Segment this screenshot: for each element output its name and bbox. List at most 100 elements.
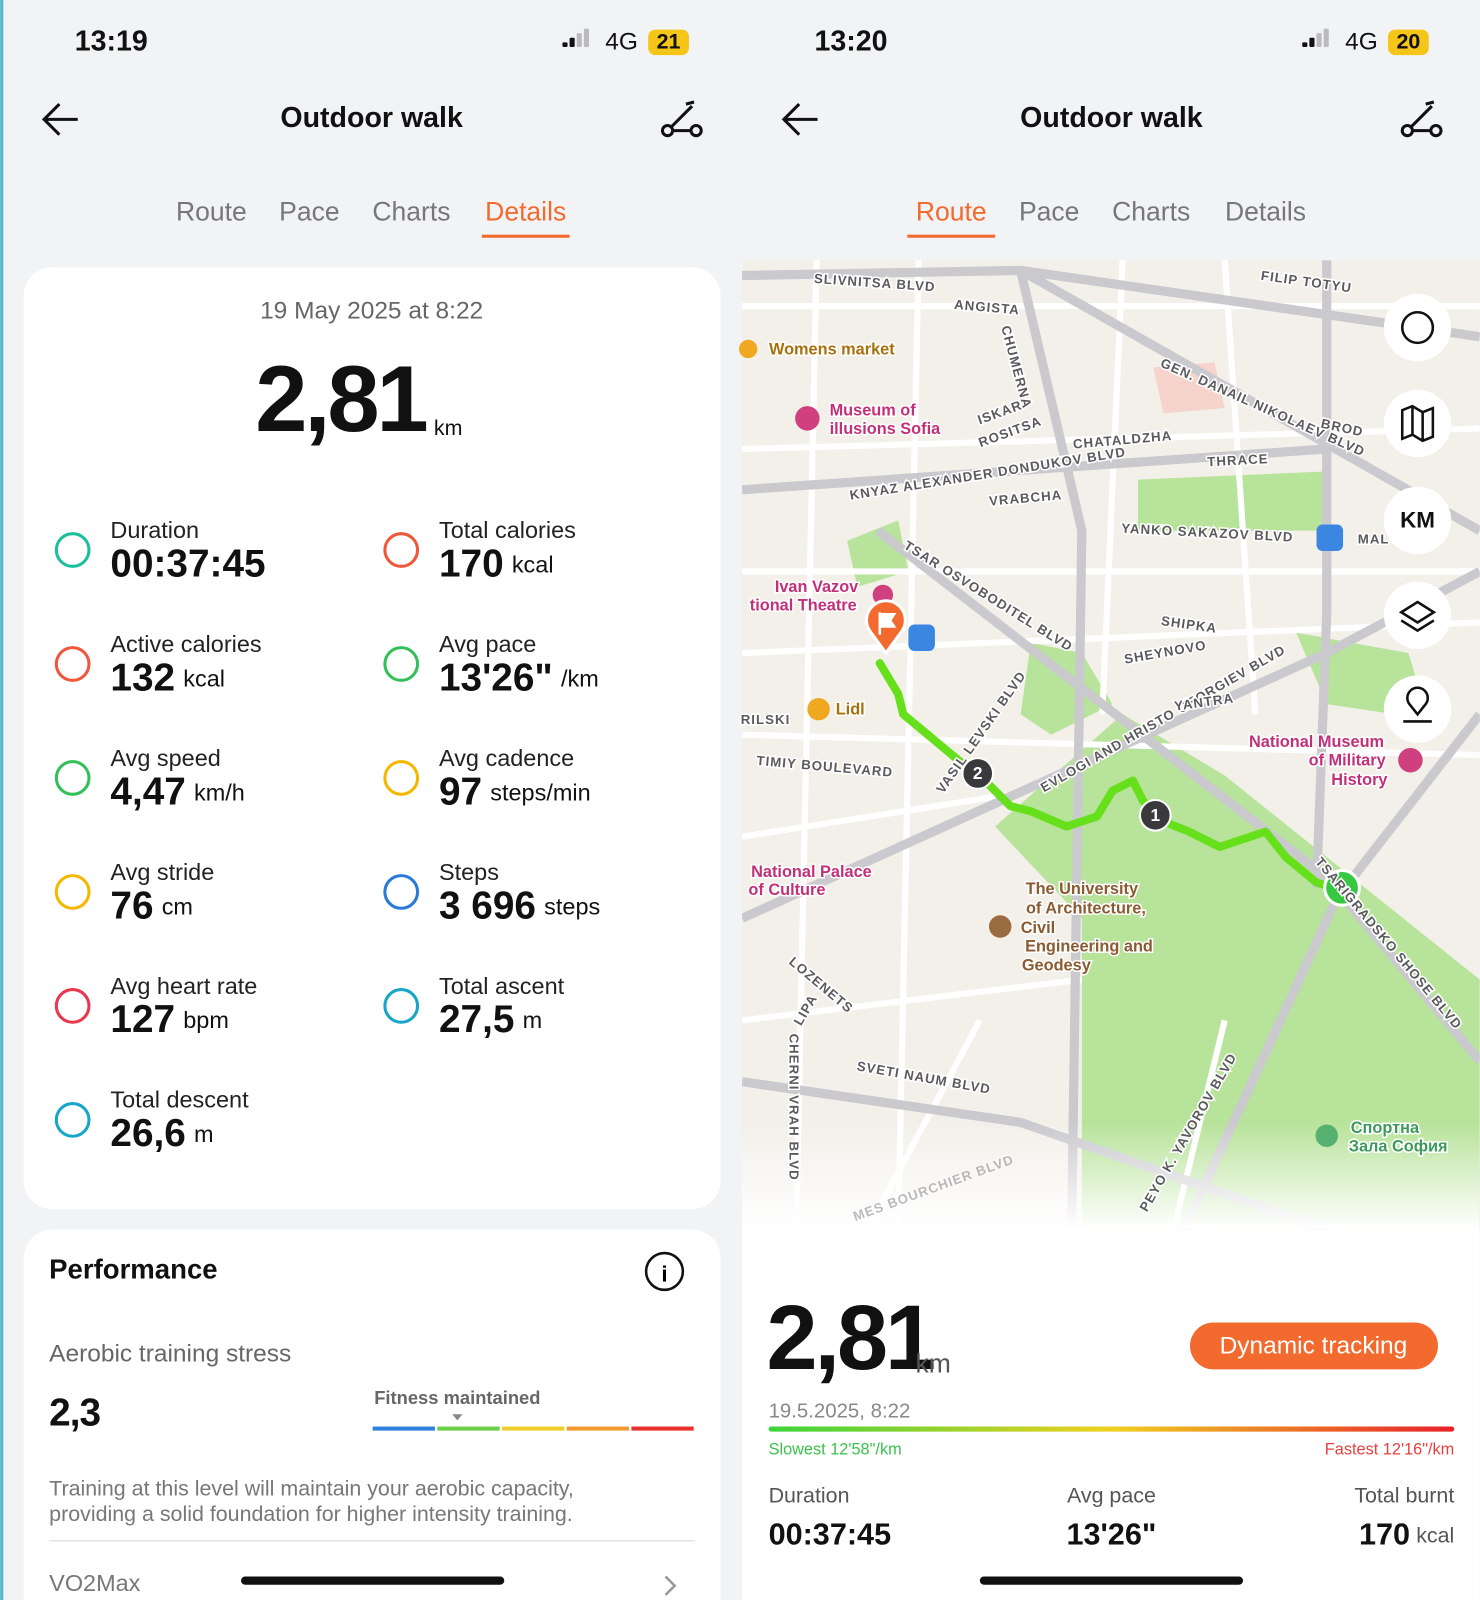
tab[interactable]: Charts [372,196,450,226]
map-label: RILSKI [741,712,791,727]
signal-bar [576,33,582,47]
map-label: National Museum [1249,733,1384,751]
stress-scale [566,1426,629,1431]
map-label: Museum of [830,402,917,420]
metric-label: Avg speed [110,745,220,771]
metric-label: Avg pace [439,631,536,657]
stat-number: 00:37:45 [769,1518,892,1552]
battery-level: 21 [657,30,681,54]
dynamic-tracking: Dynamic tracking [1220,1332,1408,1359]
unit-button[interactable] [1383,486,1452,555]
map-label: of Culture [748,881,825,899]
stat-value: 170 kcal [1359,1518,1454,1552]
fastest-pace: Fastest 12'16"/km [1325,1440,1455,1458]
tab[interactable]: Pace [279,196,339,226]
info-icon: i [661,1261,667,1286]
chevron [664,1575,677,1596]
metric-value: 3 696 steps [439,884,600,927]
metric-value: 127 bpm [110,998,228,1041]
signal-bar [1323,28,1329,47]
metric-unit: kcal [512,552,554,578]
back-button[interactable] [41,102,78,136]
map-label: Зала София [1349,1137,1448,1155]
metric-label: Avg cadence [439,745,574,771]
map-label: History [1331,771,1387,789]
metric-number: 76 [110,884,153,927]
metric-icon [54,646,91,682]
metric-number: 26,6 [110,1112,185,1155]
layers-button[interactable] [1383,581,1452,649]
unit-control: KM [1400,507,1435,532]
metric-value: 4,47 km/h [110,771,244,814]
status-pointer [452,1414,463,1421]
signal-bar [1316,33,1322,47]
tab[interactable]: Details [485,196,566,226]
metric-icon [54,874,91,910]
metric-value: 97 steps/min [439,771,591,814]
map-label: tional Theatre [750,596,857,614]
metric-number: 27,5 [439,998,514,1041]
info-button[interactable] [644,1251,685,1292]
metric-number: 4,47 [110,771,185,814]
metric-label: Total descent [110,1087,249,1113]
stress-scale [502,1426,565,1431]
tab[interactable]: Route [176,196,247,226]
metric-label: Total calories [439,517,576,543]
metric-unit: cm [162,893,193,919]
map-label: CHERNI VRAH BLVD [787,1034,802,1181]
dynamic-tracking-button[interactable] [1190,1322,1438,1370]
stat-value: 00:37:45 [769,1518,892,1552]
tab[interactable]: Details [1225,196,1306,226]
route-line [875,659,1347,894]
battery [648,29,689,56]
map-controls [1383,293,1452,743]
metric-value: 27,5 m [439,998,542,1041]
map-label: ANGISTA [954,297,1021,318]
metric-icon [383,760,420,796]
stat-label: Duration [769,1484,850,1508]
shop-icon [738,339,758,359]
transit-icon [908,624,935,652]
metric-label: Steps [439,859,499,885]
pin-button[interactable] [1383,675,1452,743]
metric-number: 132 [110,657,175,700]
status-network: 4G [605,28,638,55]
museum-icon [795,406,820,431]
metric-number: 170 [439,543,504,586]
distance-unit: km [434,416,463,440]
stress-scale [372,1426,435,1431]
metric-unit: m [194,1121,214,1147]
metric-unit: km/h [194,779,245,805]
stat-number: 13'26" [1066,1518,1156,1552]
map-type-button[interactable] [1383,389,1452,458]
distance-value: 2,81 [767,1287,934,1389]
tab[interactable]: Charts [1112,196,1190,226]
route-button[interactable] [660,100,703,138]
locate-button[interactable] [1383,293,1452,362]
status-network: 4G [1345,28,1378,55]
workout-date: 19 May 2025 at 8:22 [260,298,483,325]
tab[interactable]: Pace [1019,196,1079,226]
flag [878,612,897,635]
metric-unit: kcal [183,666,225,692]
metric-value: 132 kcal [110,657,225,700]
metric-unit: /km [561,666,599,692]
metric-icon [383,874,420,910]
layers-icon [1398,600,1437,633]
map-fade [742,1122,1480,1230]
tab[interactable]: Route [916,196,987,226]
signal-bar [569,37,575,47]
stress-scale [631,1426,694,1431]
stress-scale [437,1426,500,1431]
edge [0,0,4,1600]
metric-label: Total ascent [439,973,565,999]
signal-bar [1309,37,1315,47]
park [995,714,1480,1230]
route-button[interactable] [1400,100,1443,138]
metric-number: 127 [110,998,175,1041]
speed-gradient [768,1426,1455,1432]
back-button[interactable] [781,102,818,136]
stress-status: Fitness maintained [374,1387,540,1408]
